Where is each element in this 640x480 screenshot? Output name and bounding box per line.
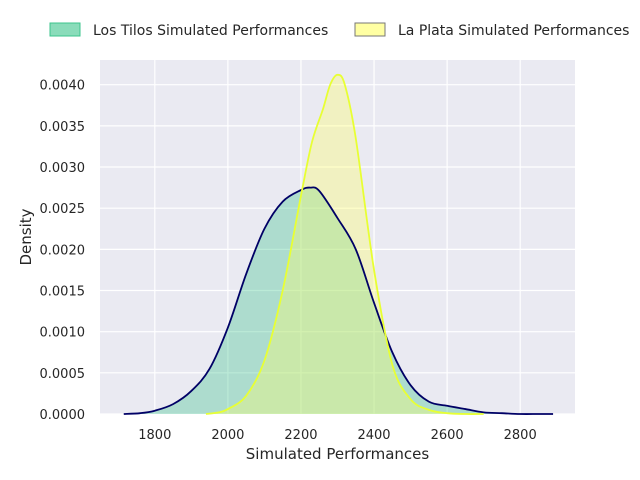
y-tick-label: 0.0030 xyxy=(40,161,86,176)
x-tick-labels: 1800 2000 2200 2400 2600 2800 xyxy=(138,428,536,443)
series-layer xyxy=(123,73,554,415)
la-plata-density-area xyxy=(205,74,484,415)
x-tick-label: 2000 xyxy=(211,428,244,443)
x-tick-label: 2800 xyxy=(504,428,537,443)
la-plata-legend-swatch xyxy=(354,22,386,37)
los-tilos-legend-label: Los Tilos Simulated Performances xyxy=(93,23,328,39)
y-tick-label: 0.0035 xyxy=(40,120,86,135)
x-tick-label: 2400 xyxy=(357,428,390,443)
y-tick-label: 0.0040 xyxy=(40,79,86,94)
y-tick-label: 0.0020 xyxy=(40,243,86,258)
y-tick-labels: 0.0000 0.0005 0.0010 0.0015 0.0020 0.0025 0.00… xyxy=(40,79,86,423)
y-axis-label: Density xyxy=(17,208,35,265)
y-tick-label: 0.0010 xyxy=(40,326,86,341)
y-tick-label: 0.0005 xyxy=(40,367,86,382)
x-axis-label: Simulated Performances xyxy=(246,445,430,463)
x-tick-label: 2200 xyxy=(284,428,317,443)
los-tilos-density-area xyxy=(123,187,554,415)
plot-background xyxy=(100,60,575,414)
x-tick-label: 2600 xyxy=(431,428,464,443)
la-plata-legend-label: La Plata Simulated Performances xyxy=(398,23,629,39)
y-tick-label: 0.0025 xyxy=(40,202,86,217)
legend: Los Tilos Simulated Performances La Plata… xyxy=(49,22,629,39)
los-tilos-density-line xyxy=(123,186,554,415)
y-tick-label: 0.0015 xyxy=(40,285,86,300)
la-plata-density-line xyxy=(205,73,484,415)
los-tilos-legend-swatch xyxy=(49,22,81,37)
x-tick-label: 1800 xyxy=(138,428,171,443)
y-tick-label: 0.0000 xyxy=(40,408,86,423)
grid xyxy=(100,60,575,415)
